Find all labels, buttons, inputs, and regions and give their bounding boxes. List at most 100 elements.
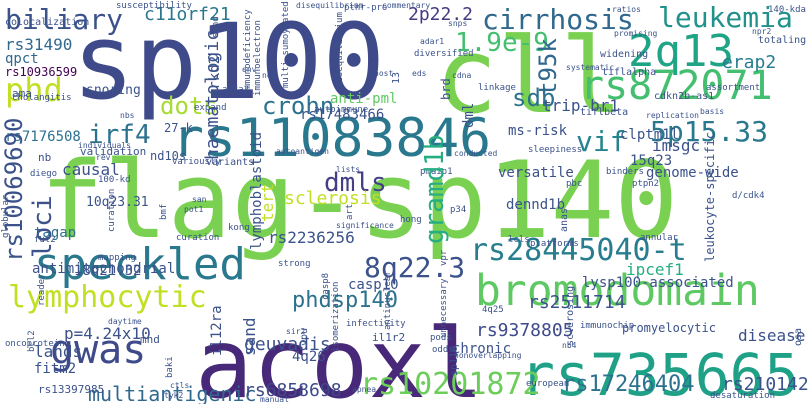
word-rs10201872: rs10201872: [360, 367, 541, 402]
word-anas: anas: [559, 207, 570, 232]
word-bcl2: bcl2: [27, 330, 37, 352]
word-mnd: mnd: [140, 333, 160, 346]
word-odds: odds: [432, 345, 454, 355]
word-leukemia: leukemia: [658, 1, 793, 34]
word-antinuclear: antinuclear: [383, 270, 393, 330]
word-hong: hong: [400, 215, 422, 225]
word-nb: nb: [38, 151, 52, 164]
word-100-kd: mapping: [98, 253, 136, 263]
word-tagap: antimitochondrial: [32, 261, 176, 277]
word-causal: tagap: [34, 225, 77, 241]
word-binders: binders: [606, 167, 644, 177]
word-rs2236256: rs2236256: [268, 228, 355, 247]
word-sp110: sp110: [449, 345, 460, 376]
word-dennd1b: 15q23: [630, 153, 673, 169]
word-curation: curation: [107, 188, 117, 232]
word-brd: brd: [439, 78, 453, 100]
word-antimitochondrial: 18q21.32: [74, 263, 142, 279]
word-sdb: sdb: [512, 84, 556, 112]
word-systematic: ratios: [612, 5, 641, 14]
word-eds: 13: [391, 71, 402, 84]
word-acoxl: acoxl: [195, 308, 484, 404]
word-imsgc: imsgc: [652, 136, 701, 155]
word-lands: fitm2: [34, 361, 77, 377]
word-rs17483466: rs17483466: [300, 107, 385, 123]
word-san: pot1: [184, 205, 204, 214]
word-casp10: casp10: [348, 277, 399, 293]
word-npr2: systematic: [566, 63, 615, 72]
word-speckled: speckled: [34, 239, 246, 290]
word-commentary: disequilibrium: [296, 1, 364, 10]
word-fut2: fut2: [34, 235, 56, 245]
word-unnecessary: unnecessary: [439, 278, 449, 338]
word-loci: loci: [28, 195, 58, 258]
word-cholangitis: cholangitis: [12, 93, 72, 103]
word-trip-br1: versatile: [498, 165, 574, 181]
word-sleepiness: sleepiness: [528, 145, 583, 155]
word-rs17246404: rs17246404: [562, 372, 695, 397]
word-sclerosing: sclerosing: [565, 285, 576, 346]
word-qpct: qpct: [5, 51, 39, 67]
word-immunodeficiency: adar1: [420, 37, 445, 46]
word-immunoelectron: immunodeficiency: [243, 9, 253, 96]
word-colocalization: colocalization: [5, 17, 90, 28]
word-daytime: curation: [176, 233, 220, 243]
word-phdsp140: phdsp140: [292, 288, 398, 313]
word-nbs: vpr: [439, 249, 449, 266]
word-p34: p34: [450, 205, 467, 215]
word-rs13397985: rs13397985: [38, 383, 105, 396]
word-widening: widening: [600, 49, 649, 60]
word-rs10936599: rs10936599: [5, 65, 78, 79]
word-tyk2: tyk2: [164, 391, 184, 400]
word-mapping: daytime: [108, 317, 142, 326]
word-variants: variants: [206, 157, 255, 168]
word-rev: rev: [96, 153, 111, 162]
word-platforms: platforms: [530, 239, 579, 249]
word-globular: globular: [1, 194, 11, 238]
word-sclerosis: anti-pml: [330, 91, 398, 107]
word-prkd2: prkd2: [207, 55, 223, 98]
word-t95k: t95k: [534, 38, 562, 96]
word-european: european: [526, 379, 570, 389]
word-tiflbeta: tiflbeta: [580, 107, 629, 118]
word-acta2: acta2: [222, 85, 250, 95]
word-il1r2: sand: [240, 317, 259, 356]
word-phd: phd: [5, 71, 63, 109]
word-erap2: erap2: [722, 52, 777, 73]
word-gwas: gwas: [50, 327, 147, 373]
word-nonoverlapping: nonoverlapping: [454, 351, 522, 360]
word-basis: 140-kda: [768, 5, 806, 15]
word-oncoprotein: oncoprotein: [5, 339, 65, 349]
word-13: host: [374, 69, 394, 78]
word-expand: expand: [194, 103, 227, 113]
word-5p15.33: 5p15.33: [650, 115, 769, 148]
word-snoring: snoring: [86, 83, 141, 98]
word-10q23.31: 10q23.31: [86, 195, 149, 210]
word-rs7176508: rs7176508: [5, 129, 81, 145]
word-d-cdk4: d/cdk4: [732, 191, 765, 201]
word-snps: pthr-pro: [344, 3, 388, 13]
word-biliary: biliary: [5, 3, 124, 36]
word-desaturation: desaturation: [710, 391, 776, 401]
word-leukocyte-specific: leukocyte-specific: [703, 131, 717, 262]
word-bmf: variously: [172, 157, 221, 167]
word-2p22.2: 2p22.2: [408, 4, 474, 25]
word-rs210142: rs210142: [722, 374, 808, 395]
word-cdkn2b-as1: cdkn2b-as1: [654, 91, 715, 102]
word-il12ra: il12ra: [209, 305, 225, 356]
word-susceptibility: multi-sumoylated: [281, 1, 291, 88]
word-ratios: commentary: [382, 1, 431, 10]
word-dots: dots: [160, 92, 218, 120]
word-disequilibrium: disequilibrium: [335, 12, 345, 88]
word-flag-sp140: flag-sp140: [40, 139, 679, 262]
word-vpr: art: [345, 203, 355, 220]
word-ipcef1: ipcef1: [626, 260, 684, 279]
word-apnea: apnea: [352, 385, 377, 394]
word-vif: vif: [576, 125, 627, 158]
word-reader: reader: [37, 273, 47, 306]
word-individuals: individuals: [78, 141, 131, 150]
word-anti-pml: ms-risk: [508, 123, 568, 139]
word-odf1: lands: [34, 342, 83, 361]
word-vpu: vpu: [299, 327, 310, 346]
